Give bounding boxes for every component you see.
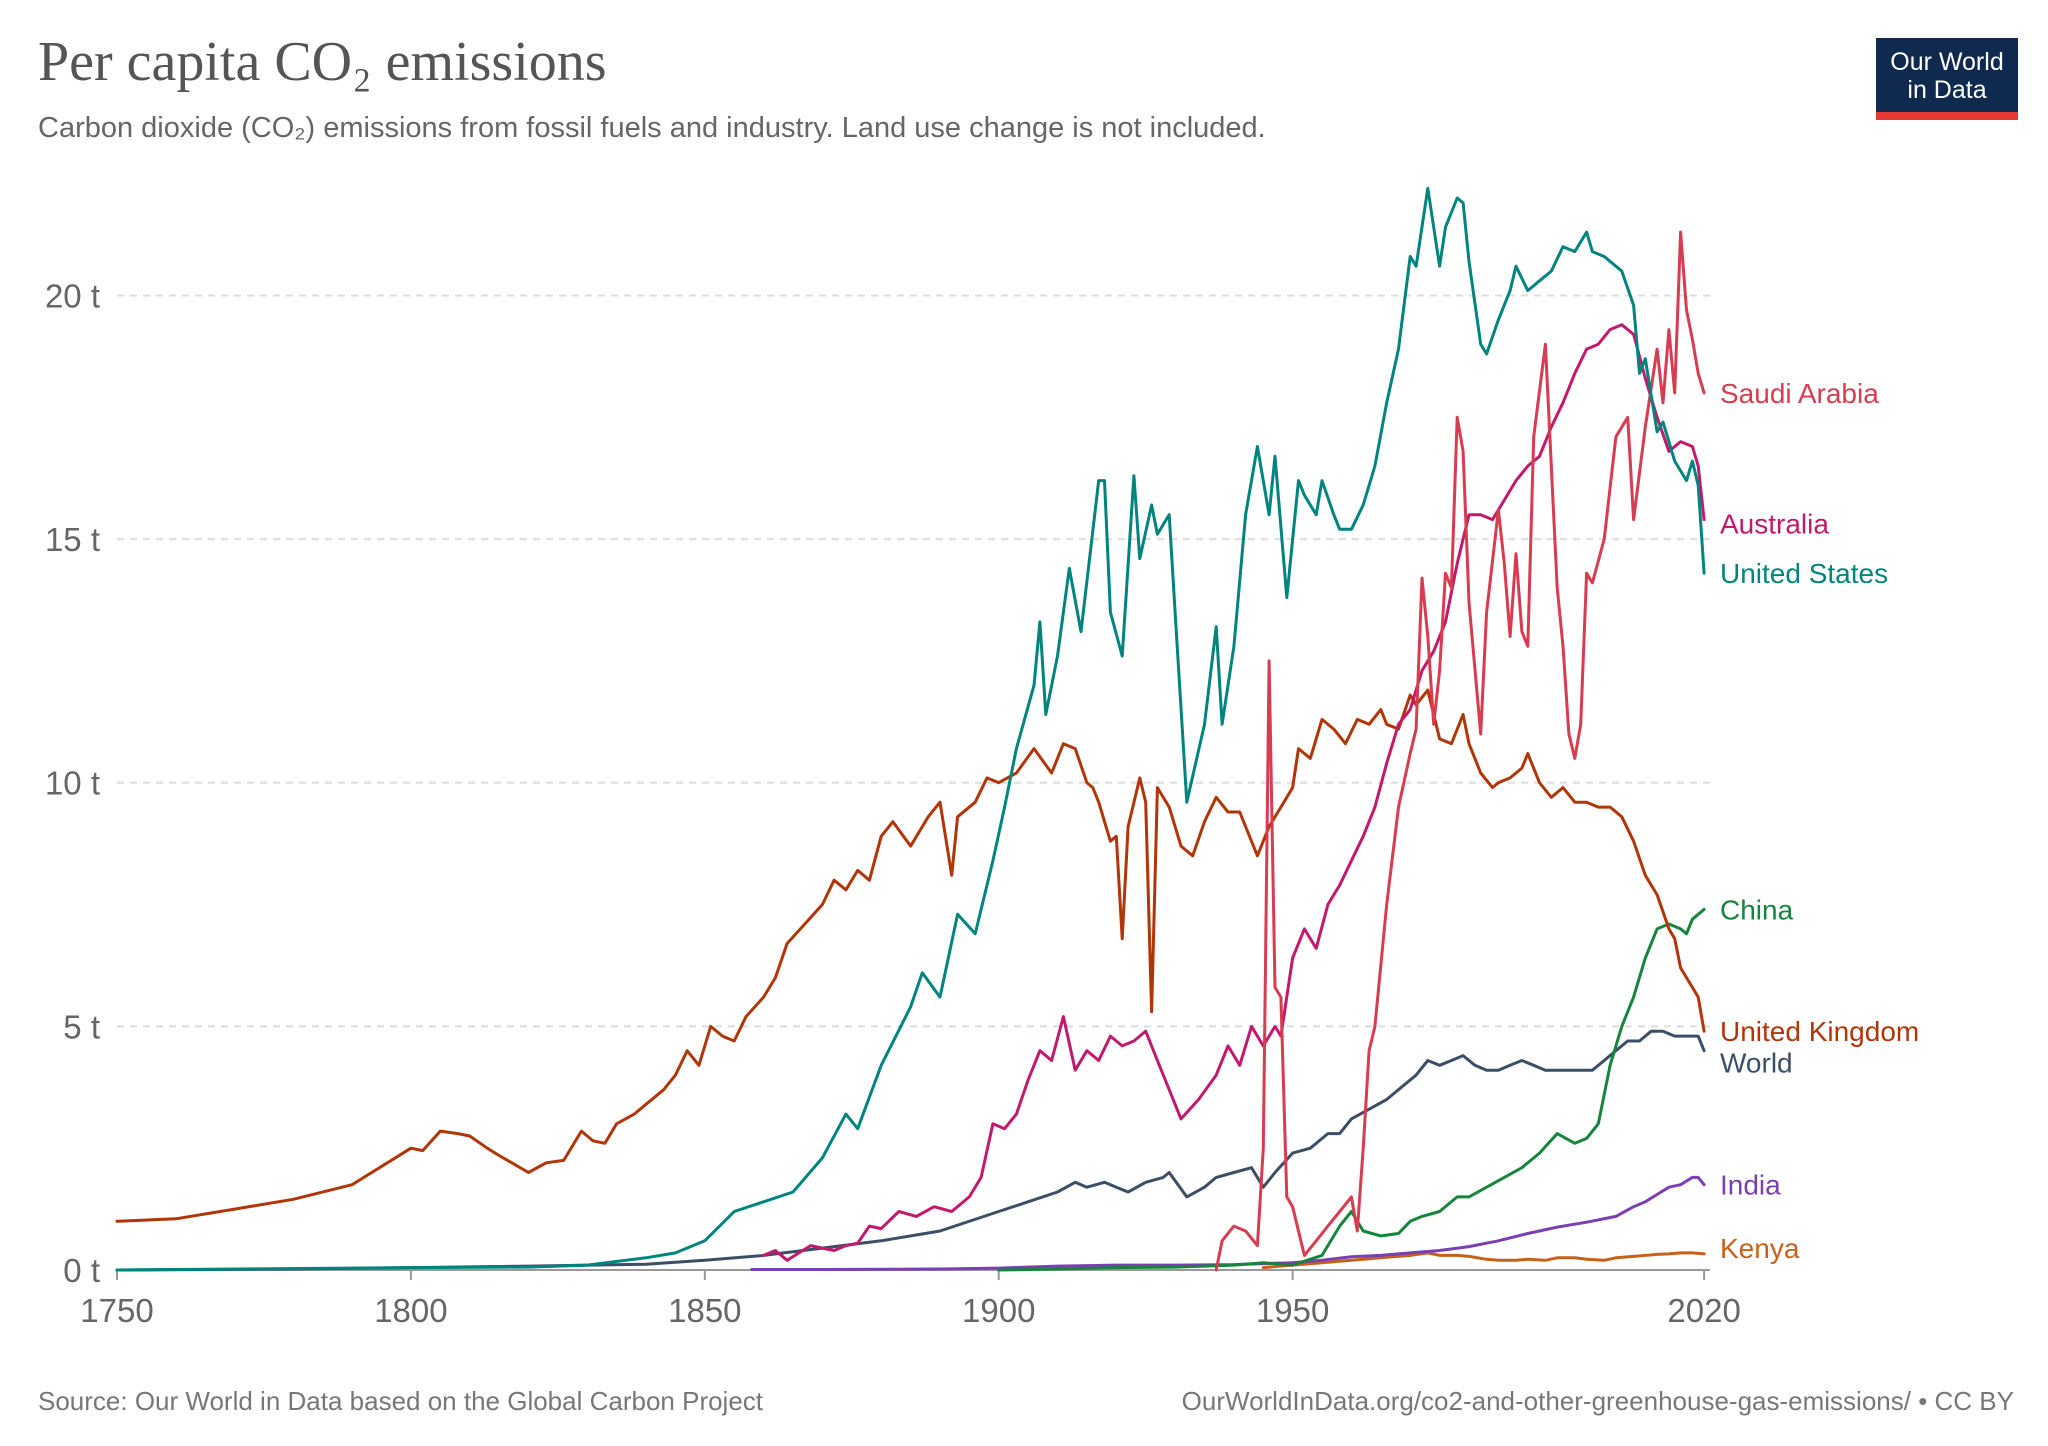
- series-labels: United States United Kingdom Saudi Arabia A…: [1720, 378, 1919, 1264]
- chart-subtitle: Carbon dioxide (CO₂) emissions from foss…: [38, 112, 1266, 144]
- series-line-australia[interactable]: [762, 323, 1706, 1262]
- y-tick-label: 15 t: [45, 521, 100, 558]
- logo-accent-bar: [1876, 112, 2018, 120]
- x-tick-label: 1800: [374, 1292, 447, 1329]
- x-tick-label: 2020: [1667, 1292, 1740, 1329]
- logo-line-2: in Data: [1907, 76, 1987, 104]
- y-tick-label: 20 t: [45, 277, 100, 314]
- x-tick-label: 1750: [80, 1292, 153, 1329]
- gridlines: [117, 294, 1710, 1028]
- series-line-united-kingdom[interactable]: [115, 688, 1706, 1223]
- series-line-kenya[interactable]: [1261, 1251, 1706, 1270]
- series-line-world[interactable]: [115, 1029, 1706, 1272]
- series-label-united-kingdom[interactable]: United Kingdom: [1720, 1016, 1919, 1047]
- y-tick-label: 10 t: [45, 765, 100, 802]
- x-tick-label: 1850: [668, 1292, 741, 1329]
- series-label-saudi-arabia[interactable]: Saudi Arabia: [1720, 378, 1879, 409]
- owid-logo[interactable]: Our World in Data: [1876, 38, 2018, 120]
- series-label-world[interactable]: World: [1720, 1048, 1793, 1079]
- series-label-united-states[interactable]: United States: [1720, 558, 1888, 589]
- series-line-india[interactable]: [750, 1175, 1706, 1271]
- license-link[interactable]: OurWorldInData.org/co2-and-other-greenho…: [1181, 1386, 2014, 1416]
- series-label-china[interactable]: China: [1720, 894, 1794, 925]
- y-tick-label: 5 t: [63, 1008, 100, 1045]
- x-tick-label: 1950: [1256, 1292, 1329, 1329]
- series-line-united-states[interactable]: [115, 186, 1706, 1272]
- y-axis-labels: 0 t 5 t 10 t 15 t 20 t: [45, 277, 100, 1289]
- chart-title: Per capita CO₂ emissions: [38, 31, 607, 93]
- series-lines: [115, 186, 1706, 1272]
- series-label-kenya[interactable]: Kenya: [1720, 1233, 1800, 1264]
- series-line-saudi-arabia[interactable]: [1214, 230, 1706, 1272]
- series-label-australia[interactable]: Australia: [1720, 509, 1829, 540]
- x-axis: 1750 1800 1850 1900 1950 2020: [80, 1269, 1741, 1329]
- y-tick-label: 0 t: [63, 1252, 100, 1289]
- series-label-india[interactable]: India: [1720, 1170, 1781, 1201]
- source-note: Source: Our World in Data based on the G…: [38, 1386, 764, 1416]
- series-line-china[interactable]: [997, 907, 1706, 1272]
- logo-line-1: Our World: [1890, 48, 2004, 76]
- x-tick-label: 1900: [962, 1292, 1035, 1329]
